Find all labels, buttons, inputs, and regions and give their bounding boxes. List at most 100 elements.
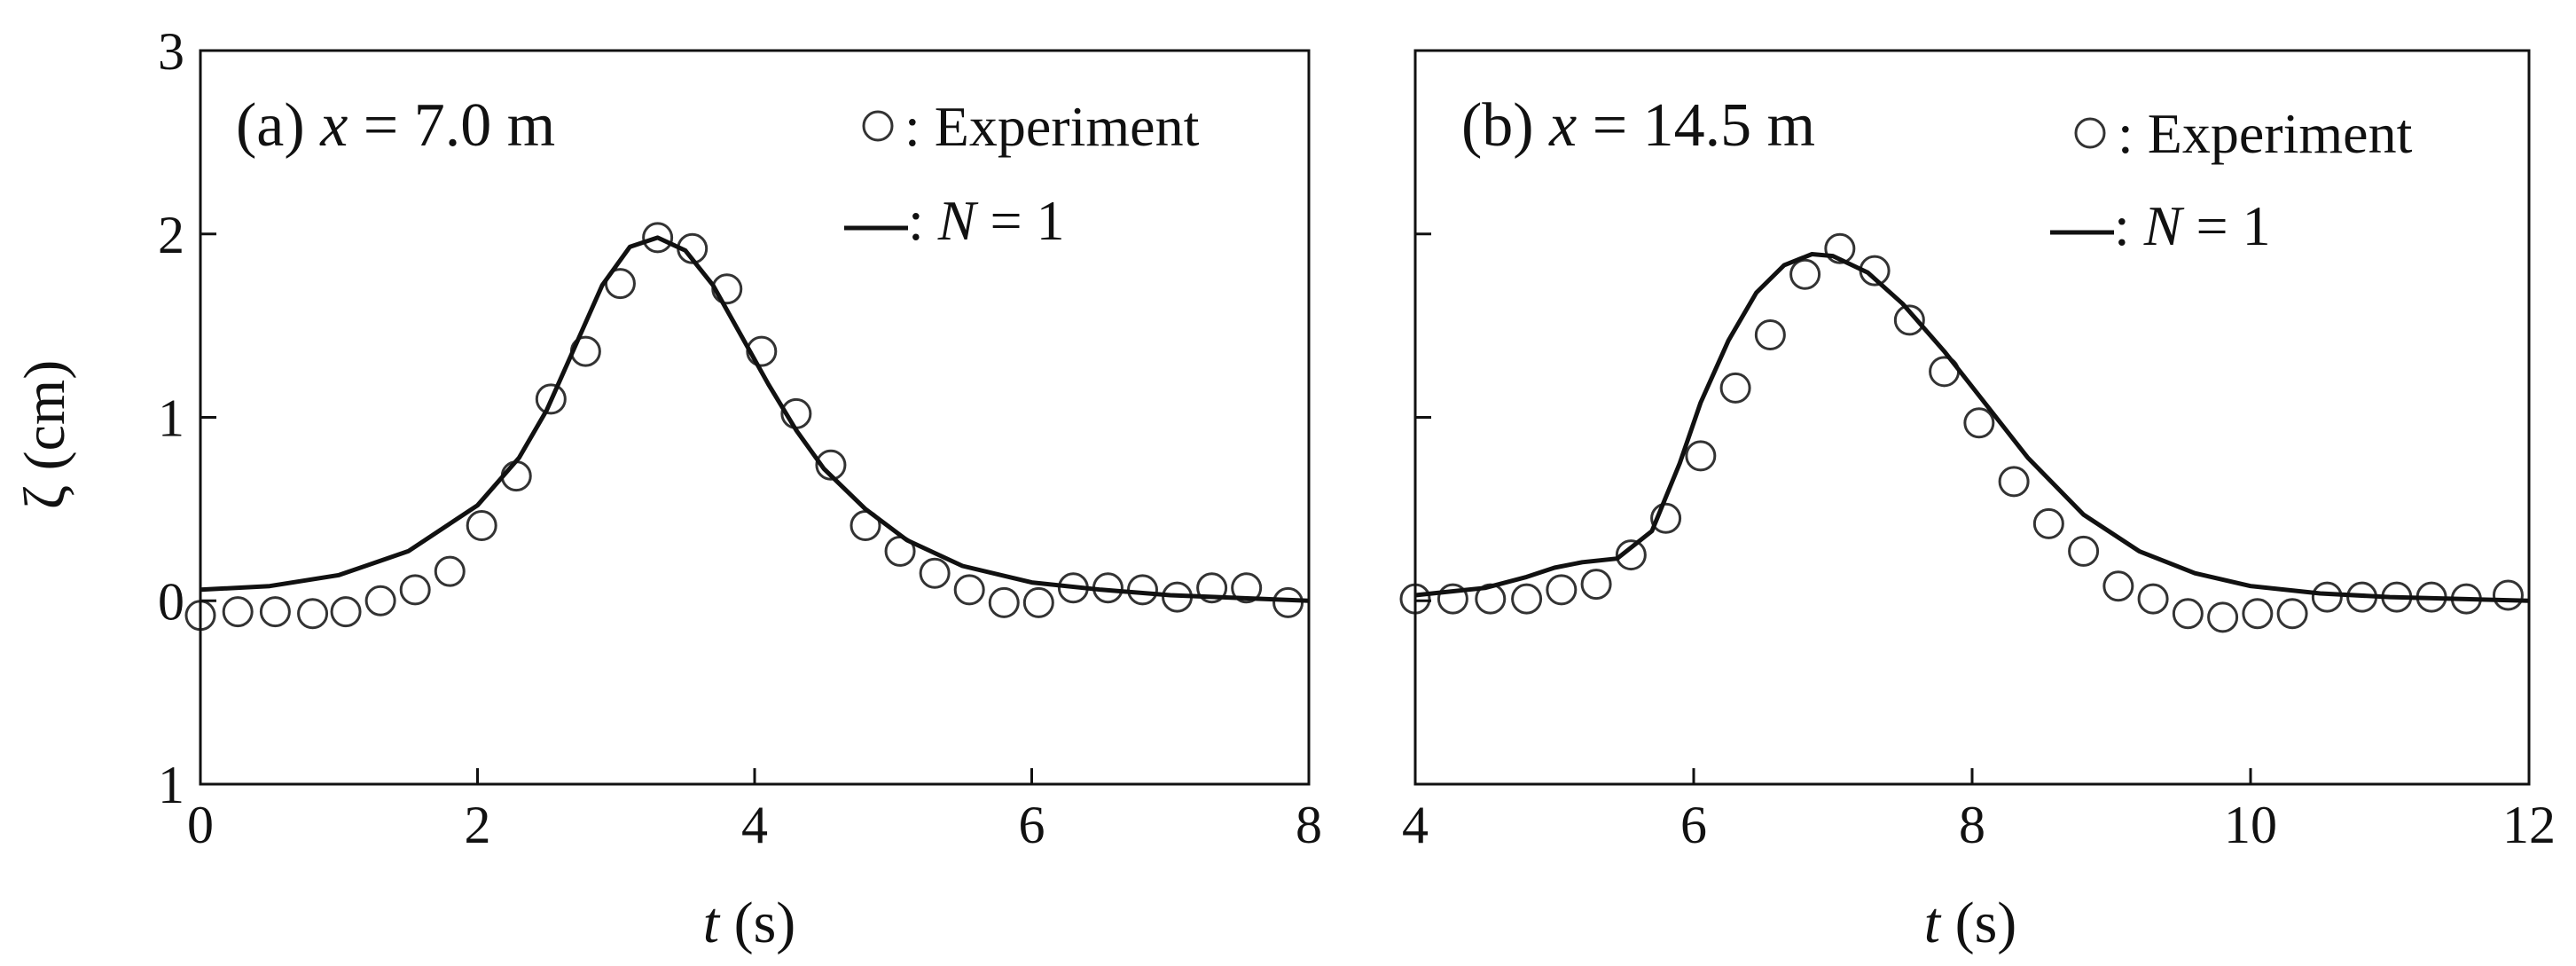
panel-b-exp-point-11 — [1789, 258, 1821, 290]
panel-b-exp-point-7 — [1650, 502, 1682, 534]
panel-b-xtick-label-4: 12 — [2502, 796, 2556, 854]
panel-a-yticks: 1 0 1 2 3 — [158, 22, 216, 814]
panel-b-exp-point-31 — [2492, 579, 2524, 611]
panel-a-legend: : Experiment : N = 1 — [844, 95, 1200, 252]
panel-a-legend-model: : N = 1 — [908, 189, 1065, 252]
panel-a-annotation-rest: = 7.0 m — [364, 91, 555, 160]
panel-b-exp-point-8 — [1685, 440, 1717, 472]
panel-a-ylabel: ζ (cm) — [12, 360, 77, 509]
panel-b-legend: : Experiment : N = 1 — [2050, 102, 2413, 257]
panel-a-exp-point-7 — [434, 555, 466, 587]
panel-a-xtick-label-4: 8 — [1296, 796, 1322, 854]
panel-b: 4 6 8 10 12 (b) x = 14.5 m : Experiment : N … — [1399, 49, 2556, 955]
panel-a-xlabel-var: t — [703, 891, 721, 955]
panel-b-exp-point-26 — [2311, 581, 2343, 613]
panel-b-annotation-label: (b) — [1461, 91, 1534, 160]
panel-a-ytick-label-1: 0 — [158, 572, 184, 631]
panel-a-annotation-variable: x — [319, 91, 348, 160]
panel-b-exp-point-21 — [2137, 583, 2169, 615]
panel-b-exp-point-24 — [2242, 598, 2274, 630]
panel-a-xtick-label-1: 2 — [465, 796, 491, 854]
panel-b-exp-point-23 — [2207, 601, 2239, 633]
panel-b-exp-point-19 — [2068, 535, 2100, 567]
panel-a-ytick-label-2: 1 — [158, 389, 184, 448]
panel-b-exp-point-3 — [1511, 583, 1543, 615]
panel-a-annotation-label: (a) — [236, 91, 305, 160]
panel-a-legend-model-var: N — [937, 189, 979, 252]
panel-a-exp-point-18 — [815, 449, 847, 481]
panel-a-exp-point-8 — [466, 509, 497, 541]
panel-b-xlabel-unit: (s) — [1955, 891, 2017, 955]
panel-b-exp-point-17 — [1998, 466, 2030, 498]
panel-a-legend-experiment: : Experiment — [904, 95, 1200, 158]
panel-a-exp-point-16 — [746, 335, 778, 367]
panel-a-legend-model-rest: = 1 — [990, 189, 1064, 252]
panel-b-exp-point-4 — [1546, 574, 1578, 606]
panel-a-exp-point-3 — [297, 598, 329, 630]
panel-a-legend-model-prefix: : — [908, 189, 938, 252]
panel-a-exp-point-31 — [1272, 586, 1304, 618]
panel-a-ytick-label-0: 1 — [158, 756, 184, 814]
panel-a-exp-point-30 — [1231, 572, 1263, 604]
panel-b-exp-point-18 — [2032, 507, 2064, 539]
panel-a-exp-point-23 — [988, 586, 1020, 618]
panel-b-exp-point-14 — [1893, 304, 1925, 336]
panel-a-exp-point-9 — [500, 460, 532, 492]
panel-a-exp-point-21 — [919, 557, 951, 589]
panel-a-xlabel: t (s) — [703, 891, 796, 955]
panel-b-exp-point-20 — [2102, 570, 2134, 602]
panel-a-xtick-label-0: 0 — [187, 796, 214, 854]
panel-b-model-line — [1414, 252, 2530, 603]
panel-b-exp-point-10 — [1754, 318, 1786, 350]
panel-a-exp-point-1 — [222, 596, 254, 628]
panel-b-exp-point-9 — [1719, 372, 1751, 404]
panel-a-exp-point-29 — [1196, 572, 1228, 604]
panel-b-xtick-label-2: 8 — [1959, 796, 1985, 854]
panel-b-exp-point-12 — [1824, 232, 1856, 264]
panel-b-exp-point-22 — [2172, 598, 2204, 630]
panel-b-annotation: (b) x = 14.5 m — [1461, 91, 1815, 160]
panel-a-ytick-label-4: 3 — [158, 22, 184, 81]
panel-a-xticks: 0 2 4 6 8 — [187, 768, 1322, 854]
panel-b-xtick-label-0: 4 — [1402, 796, 1429, 854]
panel-b-xlabel: t (s) — [1924, 891, 2017, 955]
panel-a-exp-point-13 — [642, 222, 674, 254]
panel-b-legend-circle — [2074, 117, 2106, 149]
panel-b-legend-model-var: N — [2143, 194, 2185, 257]
panel-a-exp-point-22 — [953, 574, 985, 606]
panel-b-xlabel-var: t — [1924, 891, 1942, 955]
panel-b-exp-point-16 — [1963, 407, 1995, 439]
panel-b-xticks: 4 6 8 10 12 — [1402, 768, 2556, 854]
panel-b-xtick-label-3: 10 — [2224, 796, 2277, 854]
panel-b-exp-point-25 — [2276, 598, 2308, 630]
panel-b-exp-point-5 — [1580, 569, 1612, 601]
panel-b-legend-model-prefix: : — [2114, 194, 2144, 257]
panel-a-annotation: (a) x = 7.0 m — [236, 91, 555, 160]
panel-a-xlabel-unit: (s) — [734, 891, 796, 955]
panel-b-exp-point-1 — [1437, 583, 1468, 615]
panel-a-exp-point-10 — [535, 383, 567, 415]
panel-a-exp-point-2 — [259, 596, 291, 628]
panel-b-exp-point-6 — [1615, 539, 1647, 571]
panel-b-annotation-variable: x — [1548, 91, 1577, 160]
panel-b-yticks — [1415, 49, 1431, 786]
panel-b-legend-experiment: : Experiment — [2118, 102, 2413, 165]
panel-a-exp-point-5 — [364, 585, 396, 617]
panel-a-exp-point-24 — [1022, 586, 1054, 618]
panel-a-exp-point-4 — [330, 596, 362, 628]
panel-a-exp-point-27 — [1127, 574, 1158, 606]
panel-b-points-layer — [1399, 232, 2524, 633]
panel-a-legend-circle — [862, 110, 894, 142]
panel-a-model-line — [200, 235, 1310, 603]
panel-b-annotation-rest: = 14.5 m — [1593, 91, 1815, 160]
panel-b-legend-model-rest: = 1 — [2196, 194, 2270, 257]
panel-b-legend-model: : N = 1 — [2114, 194, 2271, 257]
panel-a-xtick-label-3: 6 — [1019, 796, 1045, 854]
panel-b-xtick-label-1: 6 — [1680, 796, 1707, 854]
panel-a-exp-point-6 — [399, 574, 431, 606]
panel-a-frame — [199, 49, 1311, 786]
panel-a-xtick-label-2: 4 — [741, 796, 768, 854]
panel-a-ytick-label-3: 2 — [158, 206, 184, 264]
